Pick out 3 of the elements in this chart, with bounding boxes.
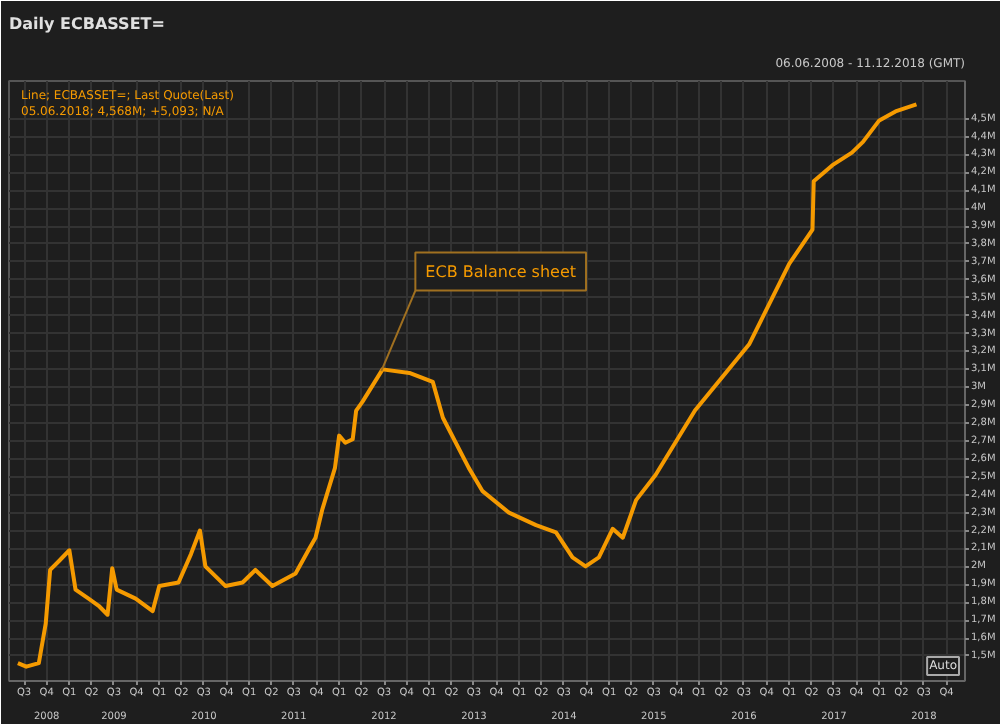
chart-title: Daily ECBASSET= [9,15,165,33]
line-series [15,102,919,669]
annotation: ECB Balance sheet [425,262,577,281]
